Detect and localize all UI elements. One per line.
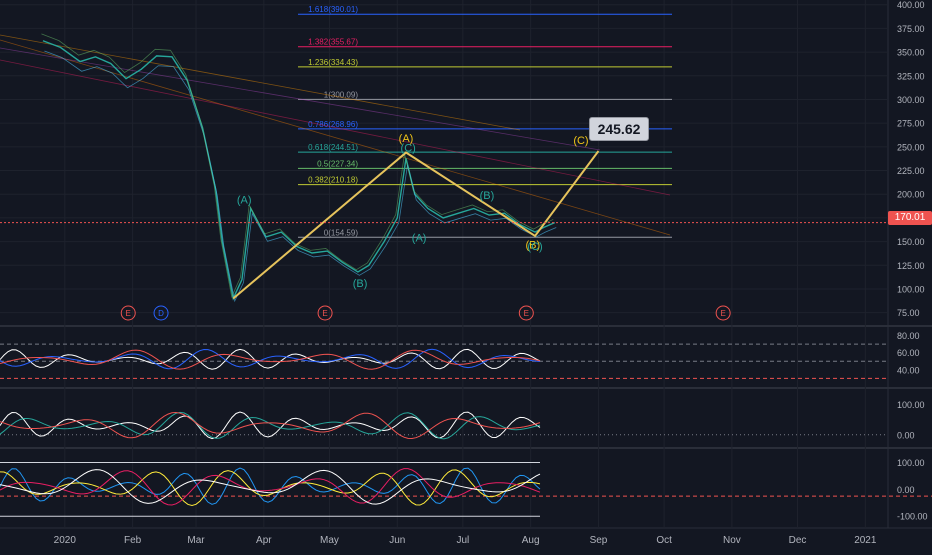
- time-axis-label: May: [320, 535, 339, 546]
- indicator-axis-tick-label: 80.00: [897, 331, 920, 341]
- indicator-axis-tick-label: -100.00: [897, 512, 928, 522]
- indicator-axis-tick-label: 100.00: [897, 458, 925, 468]
- indicator-line: [0, 469, 541, 505]
- fib-level-label: 1.382(355.67): [308, 38, 358, 47]
- event-marker: [715, 305, 731, 321]
- time-axis-label: 2021: [854, 535, 877, 546]
- time-axis-label: Jun: [389, 535, 405, 546]
- fib-level-label: 0.5(227.34): [317, 159, 358, 168]
- last-price-tag: 170.01: [888, 211, 932, 225]
- fib-level-label: 0.382(210.18): [308, 176, 358, 185]
- time-axis-label: Oct: [656, 535, 672, 546]
- time-axis-label: Mar: [187, 535, 205, 546]
- price-axis-tick-label: 75.00: [897, 308, 920, 318]
- time-axis-label: Sep: [590, 535, 608, 546]
- time-axis-label: 2020: [54, 535, 77, 546]
- indicator-line: [0, 411, 541, 440]
- wave-label: (B): [480, 190, 495, 202]
- fib-level-label: 0(154.59): [324, 228, 359, 237]
- fib-level-label: 1(300.09): [324, 90, 359, 99]
- indicator-axis-tick-label: 100.00: [897, 400, 925, 410]
- price-axis-tick-label: 100.00: [897, 284, 925, 294]
- event-marker: [317, 305, 333, 321]
- wave-label: (B): [353, 278, 368, 290]
- price-axis-tick-label: 200.00: [897, 190, 925, 200]
- time-axis-label: Feb: [124, 535, 142, 546]
- indicator-line: [0, 468, 541, 506]
- indicator-axis-tick-label: 40.00: [897, 365, 920, 375]
- price-axis-tick-label: 350.00: [897, 48, 925, 58]
- elliott-wave-path: [232, 150, 600, 300]
- time-axis-label: Aug: [522, 535, 540, 546]
- event-marker: [518, 305, 534, 321]
- indicator-line: [0, 467, 541, 505]
- event-marker-label: D: [158, 309, 164, 318]
- event-marker-label: E: [720, 309, 725, 318]
- price-axis-tick-label: 250.00: [897, 142, 925, 152]
- event-marker: [120, 305, 136, 321]
- price-axis-tick-label: 225.00: [897, 166, 925, 176]
- price-axis-tick-label: 150.00: [897, 237, 925, 247]
- indicator-line: [0, 348, 541, 370]
- wave-label: (B): [526, 239, 541, 251]
- fib-level-label: 1.236(334.43): [308, 58, 358, 67]
- wave-label: (A): [399, 133, 414, 145]
- moving-average-ribbon: [0, 47, 601, 151]
- time-axis-label: Dec: [789, 535, 807, 546]
- moving-average-line: [44, 50, 557, 303]
- time-axis-label: Nov: [723, 535, 741, 546]
- wave-label: (C): [573, 135, 588, 147]
- moving-average-ribbon: [0, 34, 521, 131]
- price-axis-tick-label: 275.00: [897, 119, 925, 129]
- price-axis-tick-label: 400.00: [897, 0, 925, 10]
- fib-level-label: 0.618(244.51): [308, 143, 358, 152]
- moving-average-line: [41, 33, 554, 299]
- indicator-line: [0, 411, 541, 440]
- fib-level-label: 0.786(268.96): [308, 120, 358, 129]
- wave-label: (C): [401, 143, 416, 155]
- event-marker-label: E: [322, 309, 327, 318]
- wave-label: (C): [527, 241, 542, 253]
- price-axis-tick-label: 325.00: [897, 71, 925, 81]
- event-marker-label: E: [524, 309, 529, 318]
- price-series-line: [42, 40, 556, 301]
- indicator-line: [0, 348, 541, 370]
- price-axis-tick-label: 300.00: [897, 95, 925, 105]
- indicator-axis-tick-label: 0.00: [897, 485, 915, 495]
- indicator-line: [0, 349, 541, 370]
- price-axis-tick-label: 375.00: [897, 24, 925, 34]
- price-axis-tick-label: 125.00: [897, 261, 925, 271]
- indicator-line: [0, 411, 541, 440]
- event-marker-label: E: [126, 309, 131, 318]
- time-axis-label: Jul: [456, 535, 469, 546]
- moving-average-ribbon: [0, 59, 671, 196]
- indicator-line: [0, 469, 541, 506]
- wave-label: (A): [412, 233, 427, 245]
- time-axis-label: Apr: [256, 535, 272, 546]
- fib-level-label: 1.618(390.01): [308, 5, 358, 14]
- indicator-axis-tick-label: 60.00: [897, 348, 920, 358]
- event-marker: [153, 305, 169, 321]
- target-price-label[interactable]: 245.62: [589, 117, 649, 141]
- wave-label: (A): [237, 195, 252, 207]
- indicator-axis-tick-label: 0.00: [897, 430, 915, 440]
